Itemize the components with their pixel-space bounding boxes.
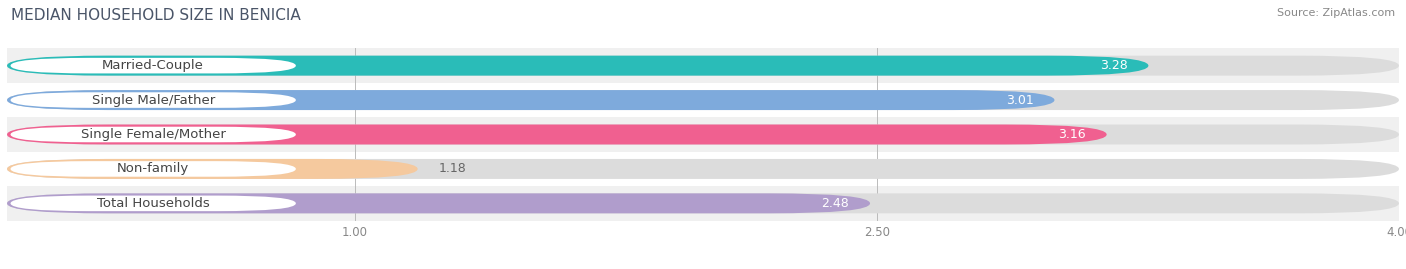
FancyBboxPatch shape: [7, 48, 1399, 83]
FancyBboxPatch shape: [10, 58, 295, 73]
Text: Source: ZipAtlas.com: Source: ZipAtlas.com: [1277, 8, 1395, 18]
FancyBboxPatch shape: [7, 125, 1107, 144]
FancyBboxPatch shape: [7, 83, 1399, 117]
Text: 3.16: 3.16: [1059, 128, 1085, 141]
Text: Single Female/Mother: Single Female/Mother: [80, 128, 225, 141]
FancyBboxPatch shape: [7, 193, 1399, 213]
FancyBboxPatch shape: [7, 56, 1149, 76]
FancyBboxPatch shape: [7, 159, 418, 179]
FancyBboxPatch shape: [7, 193, 870, 213]
FancyBboxPatch shape: [7, 56, 1399, 76]
FancyBboxPatch shape: [7, 117, 1399, 152]
Text: 2.48: 2.48: [821, 197, 849, 210]
FancyBboxPatch shape: [7, 125, 1399, 144]
FancyBboxPatch shape: [10, 161, 295, 177]
FancyBboxPatch shape: [10, 127, 295, 142]
Text: Non-family: Non-family: [117, 162, 190, 175]
Text: Single Male/Father: Single Male/Father: [91, 94, 215, 107]
FancyBboxPatch shape: [7, 186, 1399, 221]
Text: Married-Couple: Married-Couple: [103, 59, 204, 72]
FancyBboxPatch shape: [10, 92, 295, 108]
FancyBboxPatch shape: [10, 196, 295, 211]
Text: MEDIAN HOUSEHOLD SIZE IN BENICIA: MEDIAN HOUSEHOLD SIZE IN BENICIA: [11, 8, 301, 23]
Text: 3.28: 3.28: [1099, 59, 1128, 72]
FancyBboxPatch shape: [7, 159, 1399, 179]
FancyBboxPatch shape: [7, 152, 1399, 186]
Text: 1.18: 1.18: [439, 162, 467, 175]
Text: Total Households: Total Households: [97, 197, 209, 210]
FancyBboxPatch shape: [7, 90, 1399, 110]
Text: 3.01: 3.01: [1005, 94, 1033, 107]
FancyBboxPatch shape: [7, 90, 1054, 110]
